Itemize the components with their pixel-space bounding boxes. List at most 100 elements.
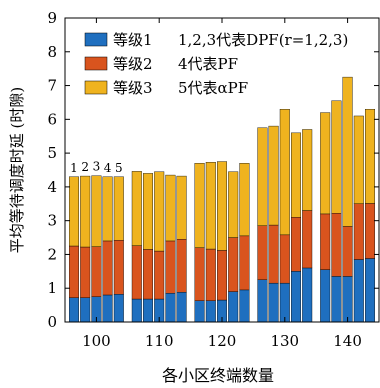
bar-segment-140-4-s3 xyxy=(353,115,364,204)
y-tick-label: 1 xyxy=(47,279,57,297)
legend-note-3: 5代表αPF xyxy=(178,79,248,97)
bar-segment-130-3-s1 xyxy=(279,282,290,323)
bar-segment-110-5-s2 xyxy=(176,239,187,293)
bar-segment-120-4-s1 xyxy=(228,291,239,323)
legend-label-2: 等级2 xyxy=(113,55,153,73)
y-tick-label: 2 xyxy=(47,245,57,263)
bar-segment-130-2-s2 xyxy=(268,224,279,284)
legend-swatch-2 xyxy=(84,56,108,71)
bar-number-3: 3 xyxy=(93,160,101,174)
bar-segment-110-3-s3 xyxy=(154,171,165,252)
y-tick-label: 0 xyxy=(47,313,57,331)
bar-segment-100-3-s2 xyxy=(91,246,102,297)
bar-segment-120-2-s2 xyxy=(205,248,216,301)
bar-segment-130-1-s2 xyxy=(257,225,268,280)
bar-segment-110-4-s2 xyxy=(165,240,176,294)
bar-segment-120-1-s3 xyxy=(194,163,205,248)
bar-segment-140-1-s1 xyxy=(320,269,331,323)
bar-segment-100-4-s3 xyxy=(102,176,113,242)
bar-segment-130-3-s3 xyxy=(279,108,290,236)
bar-segment-140-1-s3 xyxy=(320,112,331,215)
bar-segment-140-2-s2 xyxy=(331,213,342,277)
bar-segment-130-5-s3 xyxy=(302,129,313,211)
bar-segment-120-4-s3 xyxy=(228,171,239,238)
bar-segment-130-4-s3 xyxy=(291,132,302,218)
bar-segment-110-1-s3 xyxy=(131,171,142,246)
bar-segment-120-4-s2 xyxy=(228,237,239,292)
bar-segment-110-2-s3 xyxy=(142,173,153,250)
bar-segment-100-5-s1 xyxy=(113,294,124,323)
legend-label-3: 等级3 xyxy=(113,79,153,97)
bar-segment-140-2-s3 xyxy=(331,100,342,214)
bar-segment-130-2-s1 xyxy=(268,282,279,323)
bar-segment-100-4-s2 xyxy=(102,240,113,296)
y-tick-label: 3 xyxy=(47,212,57,230)
bar-segment-100-3-s3 xyxy=(91,175,102,247)
bar-segment-130-4-s2 xyxy=(291,217,302,272)
x-axis-label: 各小区终端数量 xyxy=(162,366,274,385)
bar-segment-140-5-s2 xyxy=(365,203,376,259)
bar-segment-100-5-s3 xyxy=(113,176,124,241)
y-axis-label: 平均等待调度时延 (时隙) xyxy=(8,87,26,253)
bar-segment-140-5-s1 xyxy=(365,258,376,323)
bar-segment-100-2-s1 xyxy=(80,297,91,323)
legend-swatch-3 xyxy=(84,80,108,95)
bar-segment-140-3-s3 xyxy=(342,76,353,227)
bar-segment-120-3-s2 xyxy=(216,250,227,301)
legend-swatch-1 xyxy=(84,32,108,47)
bar-number-5: 5 xyxy=(115,161,123,175)
bar-segment-110-3-s2 xyxy=(154,250,165,300)
legend: 等级1 等级2 等级3 1,2,3代表DPF(r=1,2,3) 4代表PF 5代表αPF xyxy=(84,31,348,97)
bar-number-4: 4 xyxy=(104,161,112,175)
bar-segment-100-2-s3 xyxy=(80,175,91,248)
bar-segment-140-1-s2 xyxy=(320,213,331,270)
bar-segment-120-5-s1 xyxy=(239,289,250,323)
y-tick-label: 9 xyxy=(47,9,57,27)
y-tick-label: 5 xyxy=(47,144,57,162)
bar-segment-140-3-s2 xyxy=(342,226,353,277)
bar-segment-110-1-s1 xyxy=(131,298,142,323)
bar-segment-110-1-s2 xyxy=(131,245,142,300)
bar-segment-120-2-s1 xyxy=(205,300,216,323)
bar-segment-140-3-s1 xyxy=(342,276,353,323)
bar-segment-140-4-s1 xyxy=(353,259,364,323)
bar-number-2: 2 xyxy=(81,160,89,174)
x-tick-label: 140 xyxy=(333,332,362,350)
labels-layer: 平均等待调度时延 (时隙) 各小区终端数量 xyxy=(8,87,274,385)
bar-segment-100-4-s1 xyxy=(102,294,113,323)
bar-segment-100-1-s1 xyxy=(68,297,79,323)
bar-segment-120-1-s1 xyxy=(194,300,205,323)
y-tick-label: 6 xyxy=(47,110,57,128)
bar-segment-120-2-s3 xyxy=(205,162,216,250)
x-tick-label: 130 xyxy=(270,332,299,350)
bar-segment-140-2-s1 xyxy=(331,276,342,323)
bar-segment-110-2-s1 xyxy=(142,298,153,323)
bar-segment-110-4-s3 xyxy=(165,174,176,242)
bar-segment-110-5-s1 xyxy=(176,292,187,323)
bar-segment-130-4-s1 xyxy=(291,271,302,323)
bar-segment-130-5-s1 xyxy=(302,267,313,323)
y-tick-label: 7 xyxy=(47,77,57,95)
bar-segment-130-1-s1 xyxy=(257,279,268,323)
bar-segment-100-2-s2 xyxy=(80,246,91,298)
bar-segment-140-5-s3 xyxy=(365,108,376,204)
bar-segment-110-2-s2 xyxy=(142,249,153,300)
legend-note-1: 1,2,3代表DPF(r=1,2,3) xyxy=(178,31,348,49)
legend-note-2: 4代表PF xyxy=(178,55,238,73)
bar-segment-100-5-s2 xyxy=(113,240,124,295)
bar-segment-110-5-s3 xyxy=(176,175,187,240)
bar-segment-130-3-s2 xyxy=(279,234,290,284)
bar-segment-130-5-s2 xyxy=(302,210,313,269)
bar-segment-100-1-s3 xyxy=(68,176,79,247)
y-tick-label: 8 xyxy=(47,43,57,61)
x-tick-label: 120 xyxy=(208,332,237,350)
bar-segment-120-3-s3 xyxy=(216,161,227,251)
bar-segment-110-4-s1 xyxy=(165,293,176,323)
legend-label-1: 等级1 xyxy=(113,31,153,49)
bar-segment-120-5-s3 xyxy=(239,163,250,237)
x-tick-label: 110 xyxy=(145,332,174,350)
